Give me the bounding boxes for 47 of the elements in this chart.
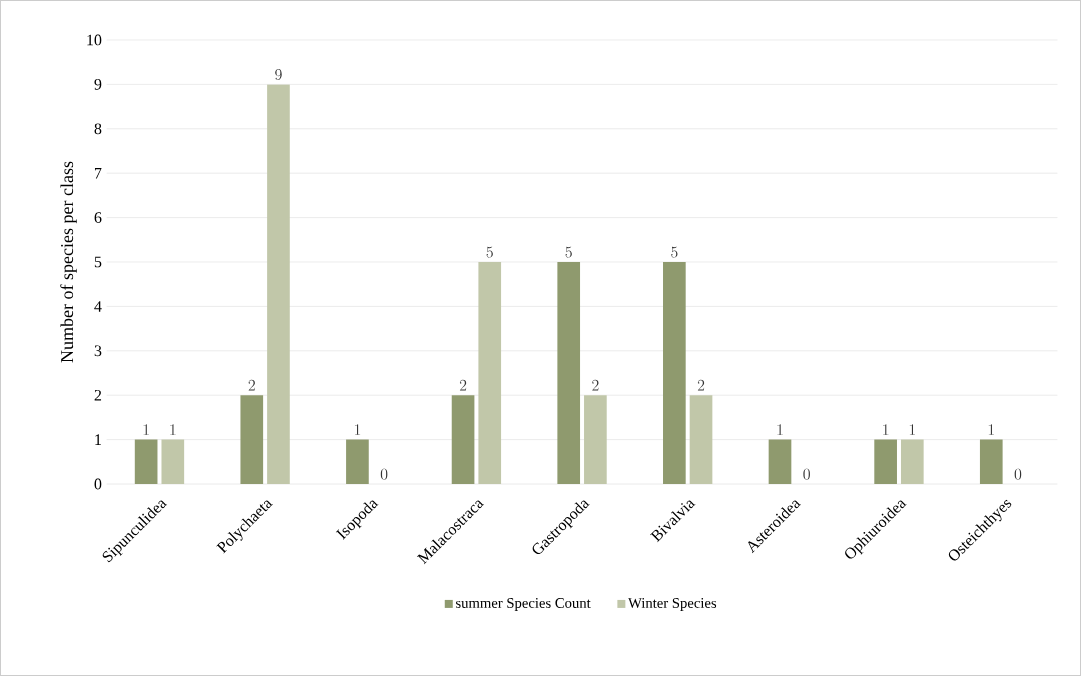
data-label: 1 bbox=[143, 424, 149, 435]
bar bbox=[161, 439, 185, 485]
bar bbox=[557, 262, 581, 485]
y-tick-label: 10 bbox=[87, 34, 102, 46]
legend-label: summer Species Count bbox=[456, 598, 591, 611]
data-label: 0 bbox=[1014, 468, 1022, 480]
data-label: 1 bbox=[354, 424, 361, 435]
bar bbox=[478, 262, 502, 485]
y-tick-label: 5 bbox=[94, 256, 102, 268]
y-tick-label: 8 bbox=[94, 123, 102, 135]
data-label: 2 bbox=[248, 379, 255, 391]
bar bbox=[584, 395, 607, 485]
data-label: 1 bbox=[170, 424, 176, 435]
bar bbox=[874, 439, 897, 485]
y-tick-label: 4 bbox=[94, 301, 102, 312]
bar bbox=[267, 84, 290, 485]
y-tick-label: 7 bbox=[94, 167, 102, 179]
data-label: 1 bbox=[988, 424, 994, 435]
y-axis-title: Number of species per class bbox=[60, 161, 77, 363]
data-label: 1 bbox=[909, 424, 915, 435]
y-tick-label: 3 bbox=[94, 345, 102, 357]
bar bbox=[346, 439, 369, 485]
data-label: 1 bbox=[777, 424, 783, 435]
bar bbox=[900, 439, 924, 485]
data-label: 0 bbox=[380, 468, 388, 480]
bar bbox=[768, 439, 792, 485]
data-label: 2 bbox=[459, 379, 467, 391]
legend-label: Winter Species bbox=[628, 598, 717, 611]
data-label: 5 bbox=[486, 246, 493, 258]
data-label: 2 bbox=[697, 379, 705, 391]
data-label: 0 bbox=[803, 468, 810, 480]
bar bbox=[240, 395, 264, 485]
data-label: 5 bbox=[565, 246, 572, 258]
bar bbox=[663, 262, 686, 485]
y-tick-label: 0 bbox=[94, 478, 102, 490]
bar bbox=[689, 395, 713, 485]
data-label: 9 bbox=[275, 69, 282, 80]
bar bbox=[451, 395, 475, 485]
bar bbox=[134, 439, 158, 485]
data-label: 2 bbox=[592, 379, 599, 391]
y-tick-label: 9 bbox=[94, 78, 102, 90]
bar bbox=[979, 439, 1003, 485]
data-label: 1 bbox=[883, 424, 889, 435]
y-tick-label: 2 bbox=[94, 389, 102, 401]
y-tick-label: 1 bbox=[95, 434, 101, 445]
y-tick-label: 6 bbox=[94, 212, 102, 223]
data-label: 5 bbox=[671, 246, 678, 258]
